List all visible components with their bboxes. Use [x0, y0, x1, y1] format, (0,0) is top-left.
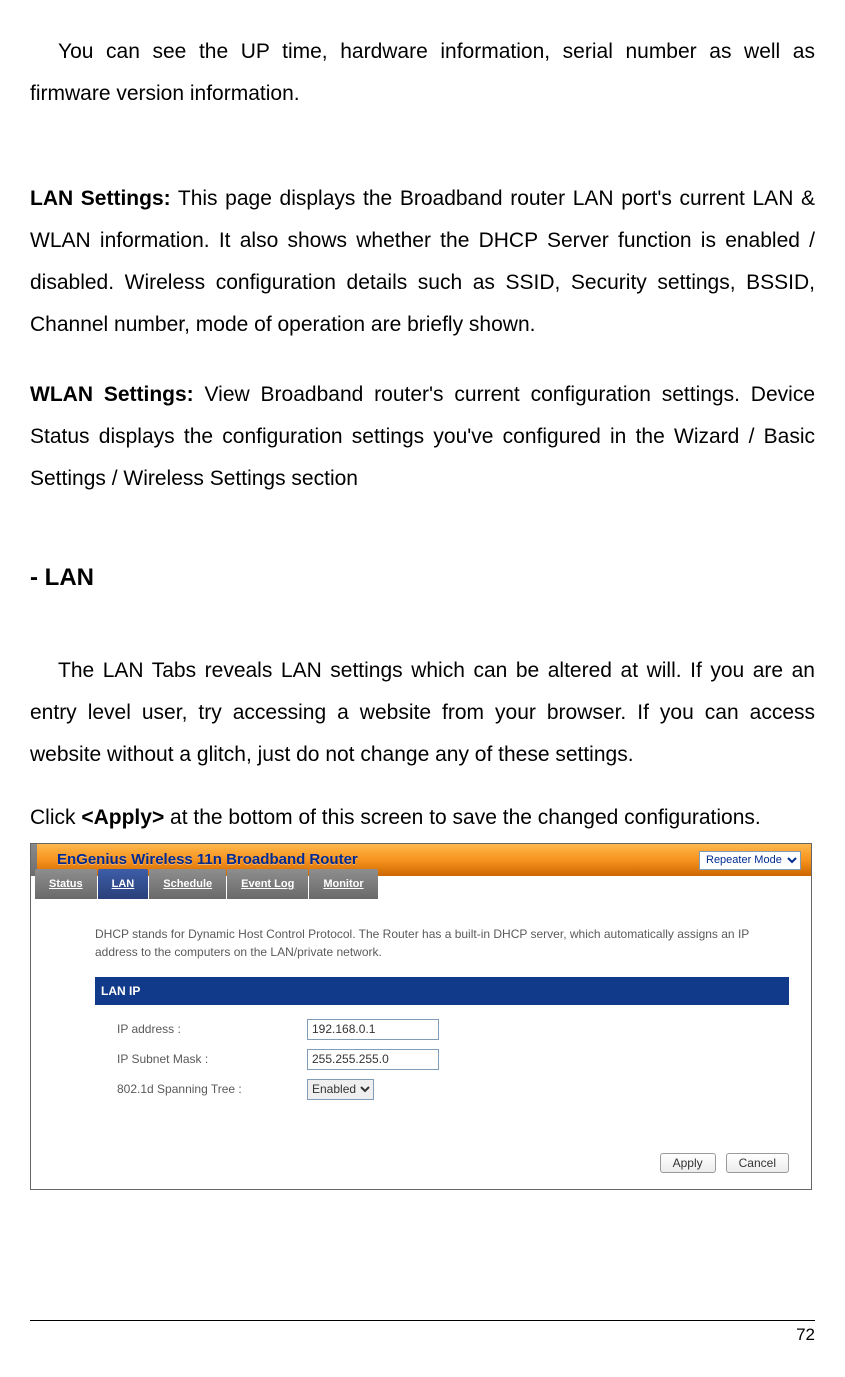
button-row: Apply Cancel [31, 1117, 811, 1189]
apply-button-text: <Apply> [81, 806, 164, 829]
apply-button[interactable]: Apply [660, 1153, 716, 1173]
subnet-mask-label: IP Subnet Mask : [117, 1047, 307, 1071]
spanning-tree-select[interactable]: Enabled [307, 1079, 374, 1100]
router-screenshot: EnGenius Wireless 11n Broadband Router R… [30, 843, 812, 1190]
tab-event-log[interactable]: Event Log [227, 869, 308, 899]
wlan-settings-label: WLAN Settings: [30, 383, 194, 406]
page-number: 72 [796, 1325, 815, 1344]
subnet-mask-input[interactable] [307, 1049, 439, 1070]
wlan-settings-definition: WLAN Settings: View Broadband router's c… [30, 374, 815, 500]
tab-status[interactable]: Status [35, 869, 97, 899]
dhcp-description: DHCP stands for Dynamic Host Control Pro… [95, 925, 789, 961]
spanning-tree-label: 802.1d Spanning Tree : [117, 1077, 307, 1101]
spanning-tree-row: 802.1d Spanning Tree : Enabled [95, 1077, 789, 1101]
lan-tabs-paragraph: The LAN Tabs reveals LAN settings which … [30, 650, 815, 776]
apply-paragraph: Click <Apply> at the bottom of this scre… [30, 797, 815, 839]
ip-address-row: IP address : [95, 1017, 789, 1041]
router-content: DHCP stands for Dynamic Host Control Pro… [31, 899, 811, 1117]
tab-schedule[interactable]: Schedule [149, 869, 226, 899]
ip-address-input[interactable] [307, 1019, 439, 1040]
cancel-button[interactable]: Cancel [726, 1153, 789, 1173]
ip-address-label: IP address : [117, 1017, 307, 1041]
page-footer: 72 [30, 1320, 815, 1349]
lan-settings-definition: LAN Settings: This page displays the Bro… [30, 178, 815, 346]
document-page: You can see the UP time, hardware inform… [0, 0, 845, 1220]
apply-pre: Click [30, 806, 81, 829]
subnet-mask-row: IP Subnet Mask : [95, 1047, 789, 1071]
intro-paragraph: You can see the UP time, hardware inform… [30, 31, 815, 115]
tab-monitor[interactable]: Monitor [309, 869, 377, 899]
lan-ip-section-bar: LAN IP [95, 977, 789, 1005]
tab-lan[interactable]: LAN [98, 869, 149, 899]
mode-select[interactable]: Repeater Mode [699, 851, 801, 870]
section-heading-lan: - LAN [30, 554, 815, 602]
lan-settings-label: LAN Settings: [30, 187, 171, 210]
tab-row: Status LAN Schedule Event Log Monitor [31, 876, 811, 899]
apply-post: at the bottom of this screen to save the… [164, 806, 761, 829]
